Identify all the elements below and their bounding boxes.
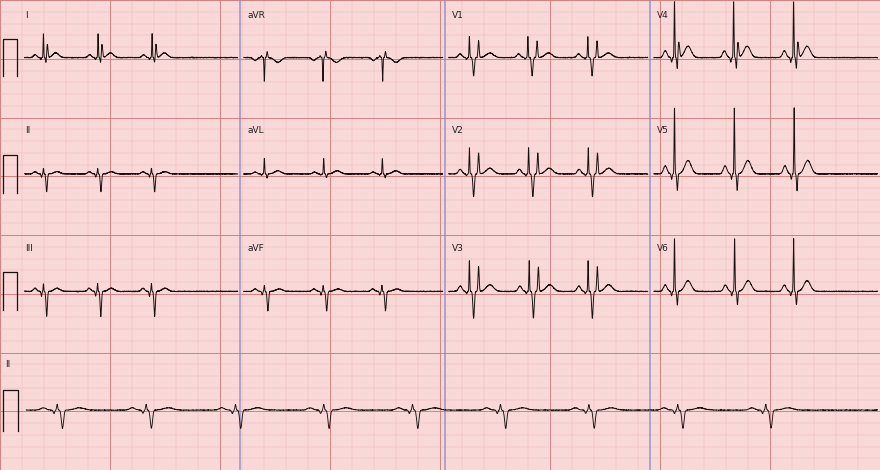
Text: I: I — [26, 11, 28, 20]
Text: III: III — [26, 243, 33, 252]
Text: II: II — [5, 360, 11, 368]
Text: aVR: aVR — [247, 11, 265, 20]
Text: aVF: aVF — [247, 243, 264, 252]
Text: V6: V6 — [657, 243, 669, 252]
Text: V2: V2 — [452, 126, 464, 135]
Text: V4: V4 — [657, 11, 669, 20]
Text: V3: V3 — [452, 243, 464, 252]
Text: V5: V5 — [657, 126, 669, 135]
Text: aVL: aVL — [247, 126, 264, 135]
Text: II: II — [26, 126, 31, 135]
Text: V1: V1 — [452, 11, 464, 20]
